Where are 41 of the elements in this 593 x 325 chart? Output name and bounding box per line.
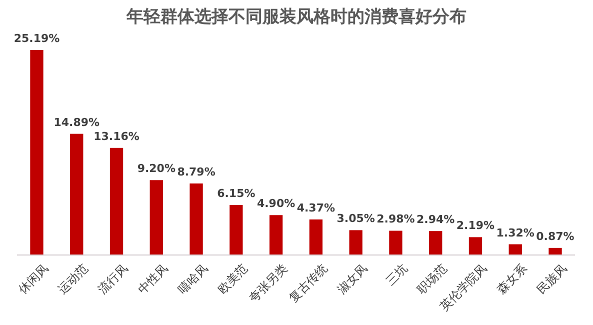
bar	[349, 230, 362, 255]
data-label: 4.90%	[256, 197, 296, 210]
data-label: 3.05%	[336, 212, 375, 226]
data-label: 2.94%	[416, 213, 455, 226]
bar	[429, 231, 442, 255]
x-tick-label: 职场范	[414, 261, 450, 297]
bar	[508, 244, 522, 255]
data-label: 25.19%	[14, 32, 60, 45]
x-tick-label: 复古传统	[286, 261, 330, 306]
data-label: 1.32%	[496, 226, 534, 240]
bar	[30, 50, 44, 255]
bar	[309, 219, 323, 255]
bar	[548, 248, 562, 255]
x-tick-label: 淑女风	[334, 261, 370, 297]
x-tick-label: 民族风	[534, 261, 570, 297]
bar	[70, 134, 84, 255]
x-tick-label: 三坑	[383, 261, 410, 288]
bar	[389, 230, 402, 255]
data-label: 2.98%	[376, 212, 415, 226]
data-label: 0.87%	[536, 230, 574, 243]
data-label: 13.16%	[94, 130, 140, 143]
data-label: 6.15%	[217, 186, 256, 200]
chart-title: 年轻群体选择不同服装风格时的消费喜好分布	[126, 7, 466, 27]
x-tick-label: 森女系	[494, 261, 530, 297]
data-label: 8.79%	[177, 165, 216, 178]
bar	[468, 237, 482, 255]
x-tick-label: 中性风	[135, 261, 171, 297]
data-label: 4.37%	[296, 201, 336, 214]
x-tick-label: 运动范	[55, 261, 91, 297]
x-tick-label: 休闲风	[16, 261, 51, 297]
bar	[150, 180, 163, 255]
bar	[190, 183, 203, 255]
data-label: 2.19%	[456, 219, 495, 232]
bar	[269, 215, 283, 255]
x-tick-label: 流行风	[95, 261, 131, 297]
data-label: 14.89%	[54, 116, 100, 129]
bar	[230, 204, 243, 255]
x-tick-label: 嘻哈风	[175, 261, 210, 297]
x-tick-label: 欧美范	[215, 261, 250, 297]
bar	[110, 148, 124, 255]
data-label: 9.20%	[137, 162, 176, 176]
